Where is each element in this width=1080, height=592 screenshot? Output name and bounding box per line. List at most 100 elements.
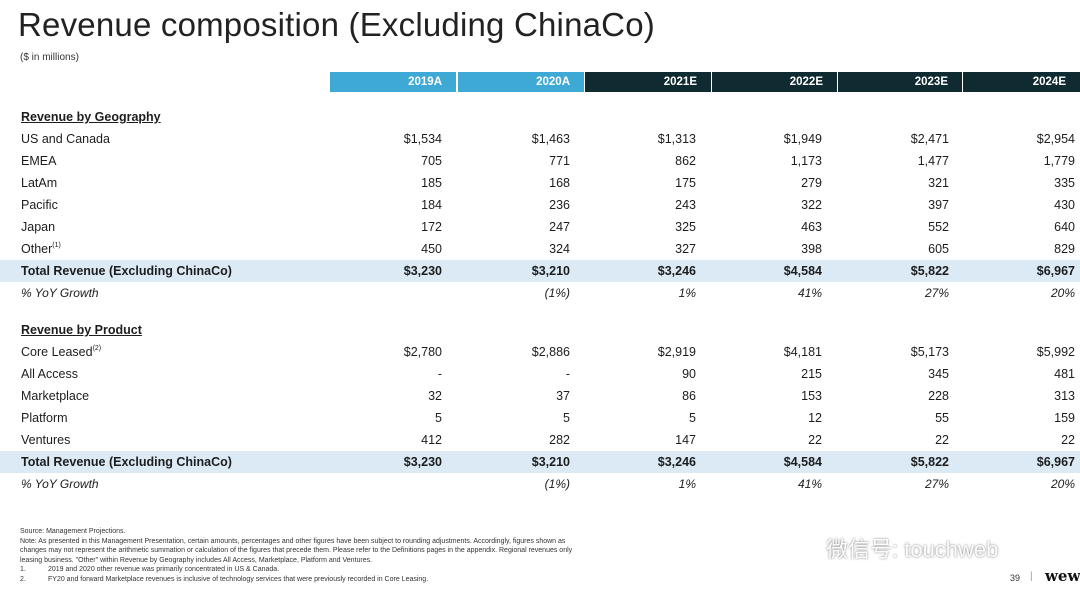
cell-value: 327 [675, 242, 696, 256]
cell-value: $4,584 [783, 455, 822, 469]
total-row: Total Revenue (Excluding ChinaCo) $3,230 $… [0, 260, 1080, 282]
cell-value: 1,477 [917, 154, 949, 168]
column-header-2022e: 2022E [712, 72, 837, 92]
cell-value: 335 [1054, 176, 1075, 190]
cell-value: 862 [675, 154, 696, 168]
cell-value: 247 [549, 220, 570, 234]
cell-value: 1% [678, 286, 696, 300]
cell-value: $5,822 [910, 455, 949, 469]
column-header-2021e: 2021E [585, 72, 711, 92]
note-line: Note: As presented in this Management Pr… [20, 537, 566, 545]
cell-value: $4,181 [783, 345, 822, 359]
cell-value: 605 [928, 242, 949, 256]
cell-value: 1,779 [1043, 154, 1075, 168]
table-row: US and Canada $1,534 $1,463 $1,313 $1,949 $2,… [0, 128, 1080, 150]
section-header: Revenue by Geography [0, 106, 1080, 128]
cell-value: 153 [801, 389, 822, 403]
footnote-marker: (2) [92, 345, 102, 352]
cell-value: $2,780 [403, 345, 442, 359]
cell-value: 55 [935, 411, 949, 425]
table-row: Marketplace 32 37 86 153 228 313 [0, 385, 1080, 407]
cell-value: 5 [435, 411, 442, 425]
page-title: Revenue composition (Excluding ChinaCo) [18, 6, 655, 43]
row-label: % YoY Growth [21, 286, 99, 300]
table-row: Japan 172 247 325 463 552 640 [0, 216, 1080, 238]
cell-value: 12 [808, 411, 822, 425]
cell-value: 175 [675, 176, 696, 190]
row-label: LatAm [21, 176, 58, 190]
cell-value: 236 [549, 198, 570, 212]
row-label: Ventures [21, 433, 71, 447]
column-header-2024e: 2024E [963, 72, 1080, 92]
growth-row: % YoY Growth (1%) 1% 41% 27% 20% [0, 282, 1080, 304]
cell-value: 829 [1054, 242, 1075, 256]
cell-value: 430 [1054, 198, 1075, 212]
table-row: LatAm 185 168 175 279 321 335 [0, 172, 1080, 194]
cell-value: 147 [675, 433, 696, 447]
cell-value: 412 [421, 433, 442, 447]
cell-value: 481 [1054, 367, 1075, 381]
cell-value: $5,173 [910, 345, 949, 359]
cell-value: 22 [808, 433, 822, 447]
note-line: changes may not represent the arithmetic… [20, 547, 573, 554]
row-label: Pacific [21, 198, 58, 212]
row-label: All Access [21, 367, 78, 381]
row-label: Japan [21, 220, 56, 234]
cell-value: $1,949 [783, 132, 822, 146]
row-label: Core Leased(2) [21, 345, 102, 359]
cell-value: $1,313 [657, 132, 696, 146]
cell-value: $3,210 [531, 455, 570, 469]
cell-value: 41% [797, 286, 822, 300]
cell-value: 397 [928, 198, 949, 212]
cell-value: 41% [797, 477, 822, 491]
cell-value: $2,886 [531, 345, 570, 359]
cell-value: $3,246 [657, 264, 696, 278]
cell-value: $6,967 [1036, 455, 1075, 469]
cell-value: 20% [1050, 286, 1075, 300]
footnote-1: 1. 2019 and 2020 other revenue was primar… [20, 566, 280, 573]
cell-value: 321 [928, 176, 949, 190]
cell-value: (1%) [544, 286, 570, 300]
row-label: Revenue by Product [21, 323, 142, 337]
row-label: US and Canada [21, 132, 110, 146]
cell-value: $1,463 [531, 132, 570, 146]
cell-value: $4,584 [783, 264, 822, 278]
cell-value: 325 [675, 220, 696, 234]
cell-value: 37 [556, 389, 570, 403]
cell-value: $2,919 [657, 345, 696, 359]
footnote-marker: (1) [52, 242, 61, 249]
cell-value: 771 [549, 154, 570, 168]
units-label: ($ in millions) [20, 52, 79, 63]
cell-value: 398 [801, 242, 822, 256]
cell-value: 22 [935, 433, 949, 447]
cell-value: 20% [1050, 477, 1075, 491]
cell-value: 345 [928, 367, 949, 381]
source-note: Source: Management Projections. [20, 528, 126, 535]
cell-value: $2,954 [1036, 132, 1075, 146]
cell-value: 279 [801, 176, 822, 190]
cell-value: $5,992 [1036, 345, 1075, 359]
column-header-2019a: 2019A [330, 72, 456, 92]
cell-value: - [437, 367, 442, 381]
row-label: EMEA [21, 154, 57, 168]
row-label: Platform [21, 411, 68, 425]
table-row: Ventures 412 282 147 22 22 22 [0, 429, 1080, 451]
cell-value: 5 [689, 411, 696, 425]
cell-value: 168 [549, 176, 570, 190]
row-label: Marketplace [21, 389, 90, 403]
footnotes: Source: Management Projections. Note: As… [20, 527, 1020, 584]
wechat-icon [782, 535, 817, 560]
cell-value: 705 [421, 154, 442, 168]
row-label: Total Revenue (Excluding ChinaCo) [21, 264, 232, 278]
cell-value: 159 [1054, 411, 1075, 425]
cell-value: 228 [928, 389, 949, 403]
watermark-text: 微信号: touchweb [826, 537, 999, 562]
cell-value: $3,230 [403, 455, 442, 469]
cell-value: 32 [428, 389, 442, 403]
cell-value: $3,230 [403, 264, 442, 278]
cell-value: $3,246 [657, 455, 696, 469]
cell-value: 215 [801, 367, 822, 381]
table-row: Other(1) 450 324 327 398 605 829 [0, 238, 1080, 260]
column-header-2023e: 2023E [838, 72, 962, 92]
note-line: leasing business. "Other" within Revenue… [20, 556, 373, 564]
